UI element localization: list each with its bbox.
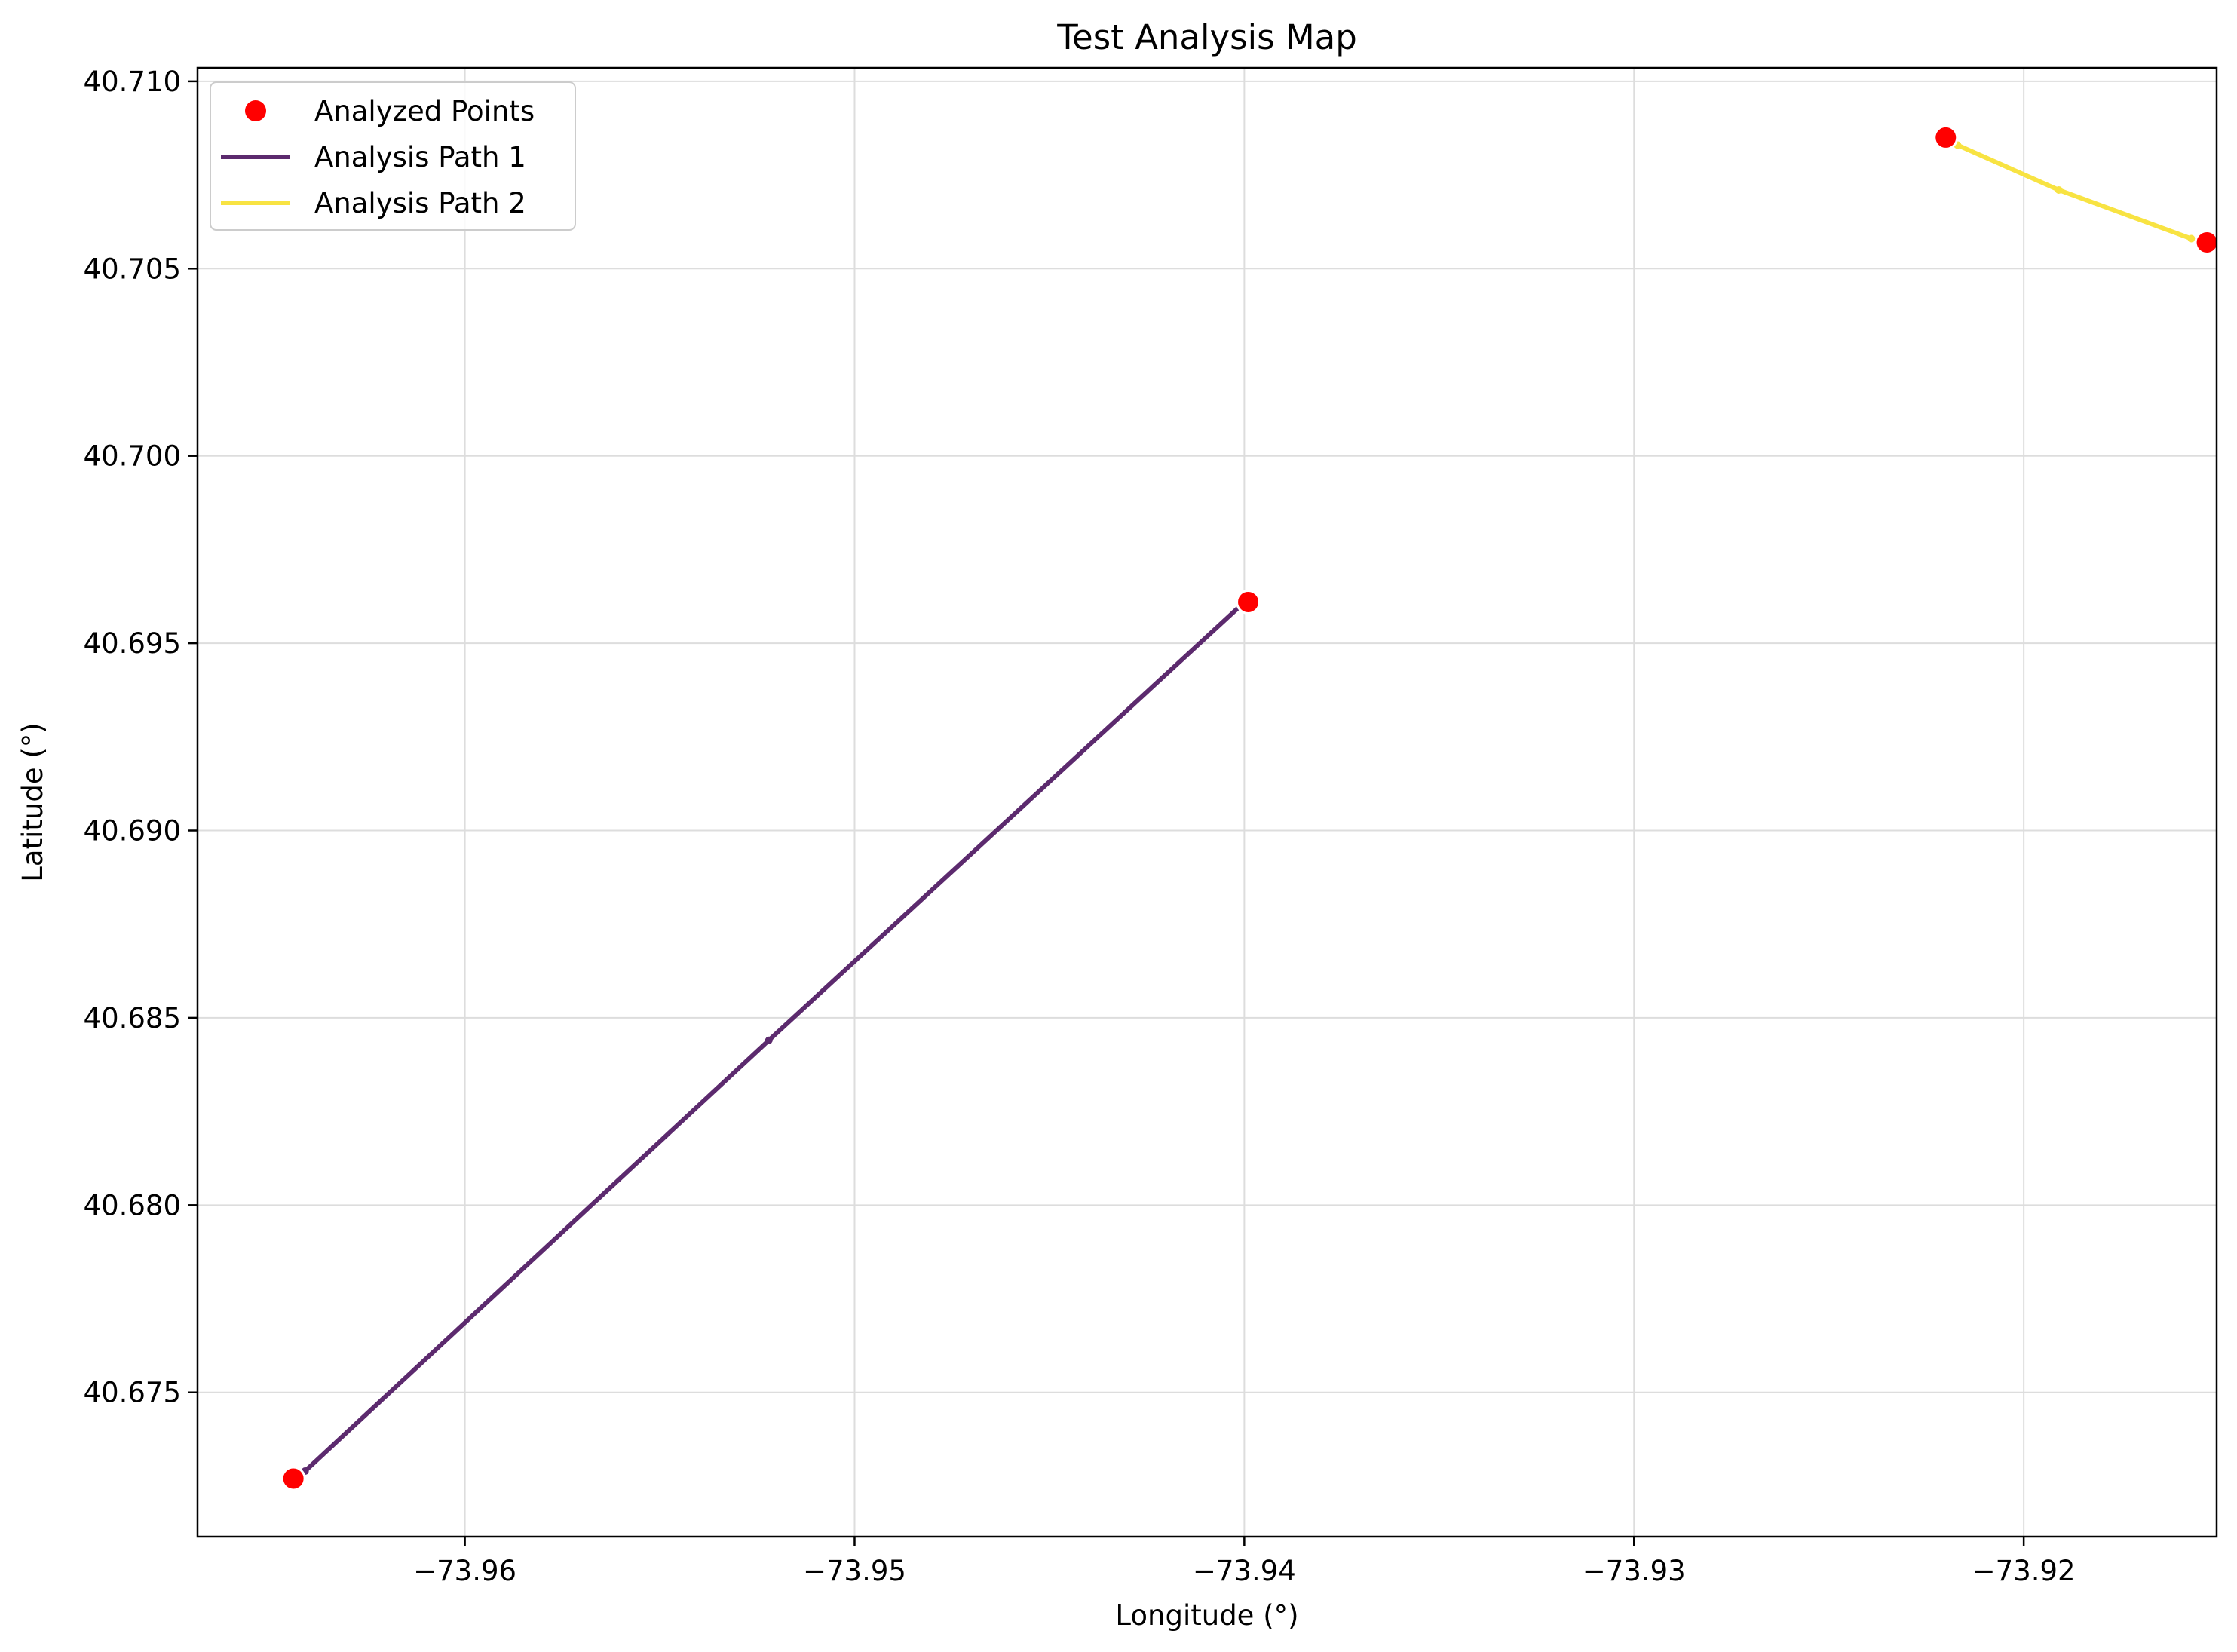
- x-tick-label: −73.92: [1972, 1555, 2076, 1587]
- y-tick-label: 40.685: [84, 1002, 181, 1034]
- analysis-path-2-vertex: [2055, 185, 2063, 194]
- analyzed-point: [1933, 124, 1959, 150]
- gridlines: [198, 68, 2217, 1537]
- legend-label: Analysis Path 1: [314, 141, 526, 173]
- x-axis-label: Longitude (°): [1115, 1599, 1298, 1632]
- x-tick-label: −73.94: [1193, 1555, 1296, 1587]
- legend-marker-analyzed-points: [245, 100, 266, 121]
- analyzed-point: [2194, 230, 2220, 256]
- x-tick-label: −73.93: [1583, 1555, 1686, 1587]
- axis-ticks: −73.96 −73.95 −73.94 −73.93 −73.92 40.675 40.6…: [84, 66, 2076, 1587]
- chart-title: Test Analysis Map: [1056, 17, 1357, 57]
- legend-label: Analyzed Points: [314, 95, 535, 127]
- legend-box: [210, 81, 576, 231]
- analyzed-points: [280, 124, 2220, 1491]
- analysis-path-2-vertex: [2187, 234, 2196, 243]
- x-tick-label: −73.95: [803, 1555, 906, 1587]
- x-tick-label: −73.96: [413, 1555, 516, 1587]
- analyzed-point: [1236, 589, 1261, 615]
- y-tick-label: 40.710: [84, 66, 181, 98]
- y-tick-label: 40.680: [84, 1189, 181, 1221]
- analysis-path-1-vertex: [765, 1036, 773, 1044]
- y-tick-label: 40.690: [84, 815, 181, 847]
- y-tick-label: 40.705: [84, 253, 181, 285]
- y-tick-label: 40.695: [84, 627, 181, 660]
- legend: Analyzed Points Analysis Path 1 Analysis P…: [210, 81, 576, 231]
- legend-label: Analysis Path 2: [314, 187, 526, 219]
- plot-frame: [196, 66, 2218, 1538]
- y-tick-label: 40.675: [84, 1377, 181, 1409]
- analyzed-point: [280, 1466, 306, 1491]
- y-axis-label: Latitude (°): [17, 722, 49, 881]
- y-tick-label: 40.700: [84, 440, 181, 473]
